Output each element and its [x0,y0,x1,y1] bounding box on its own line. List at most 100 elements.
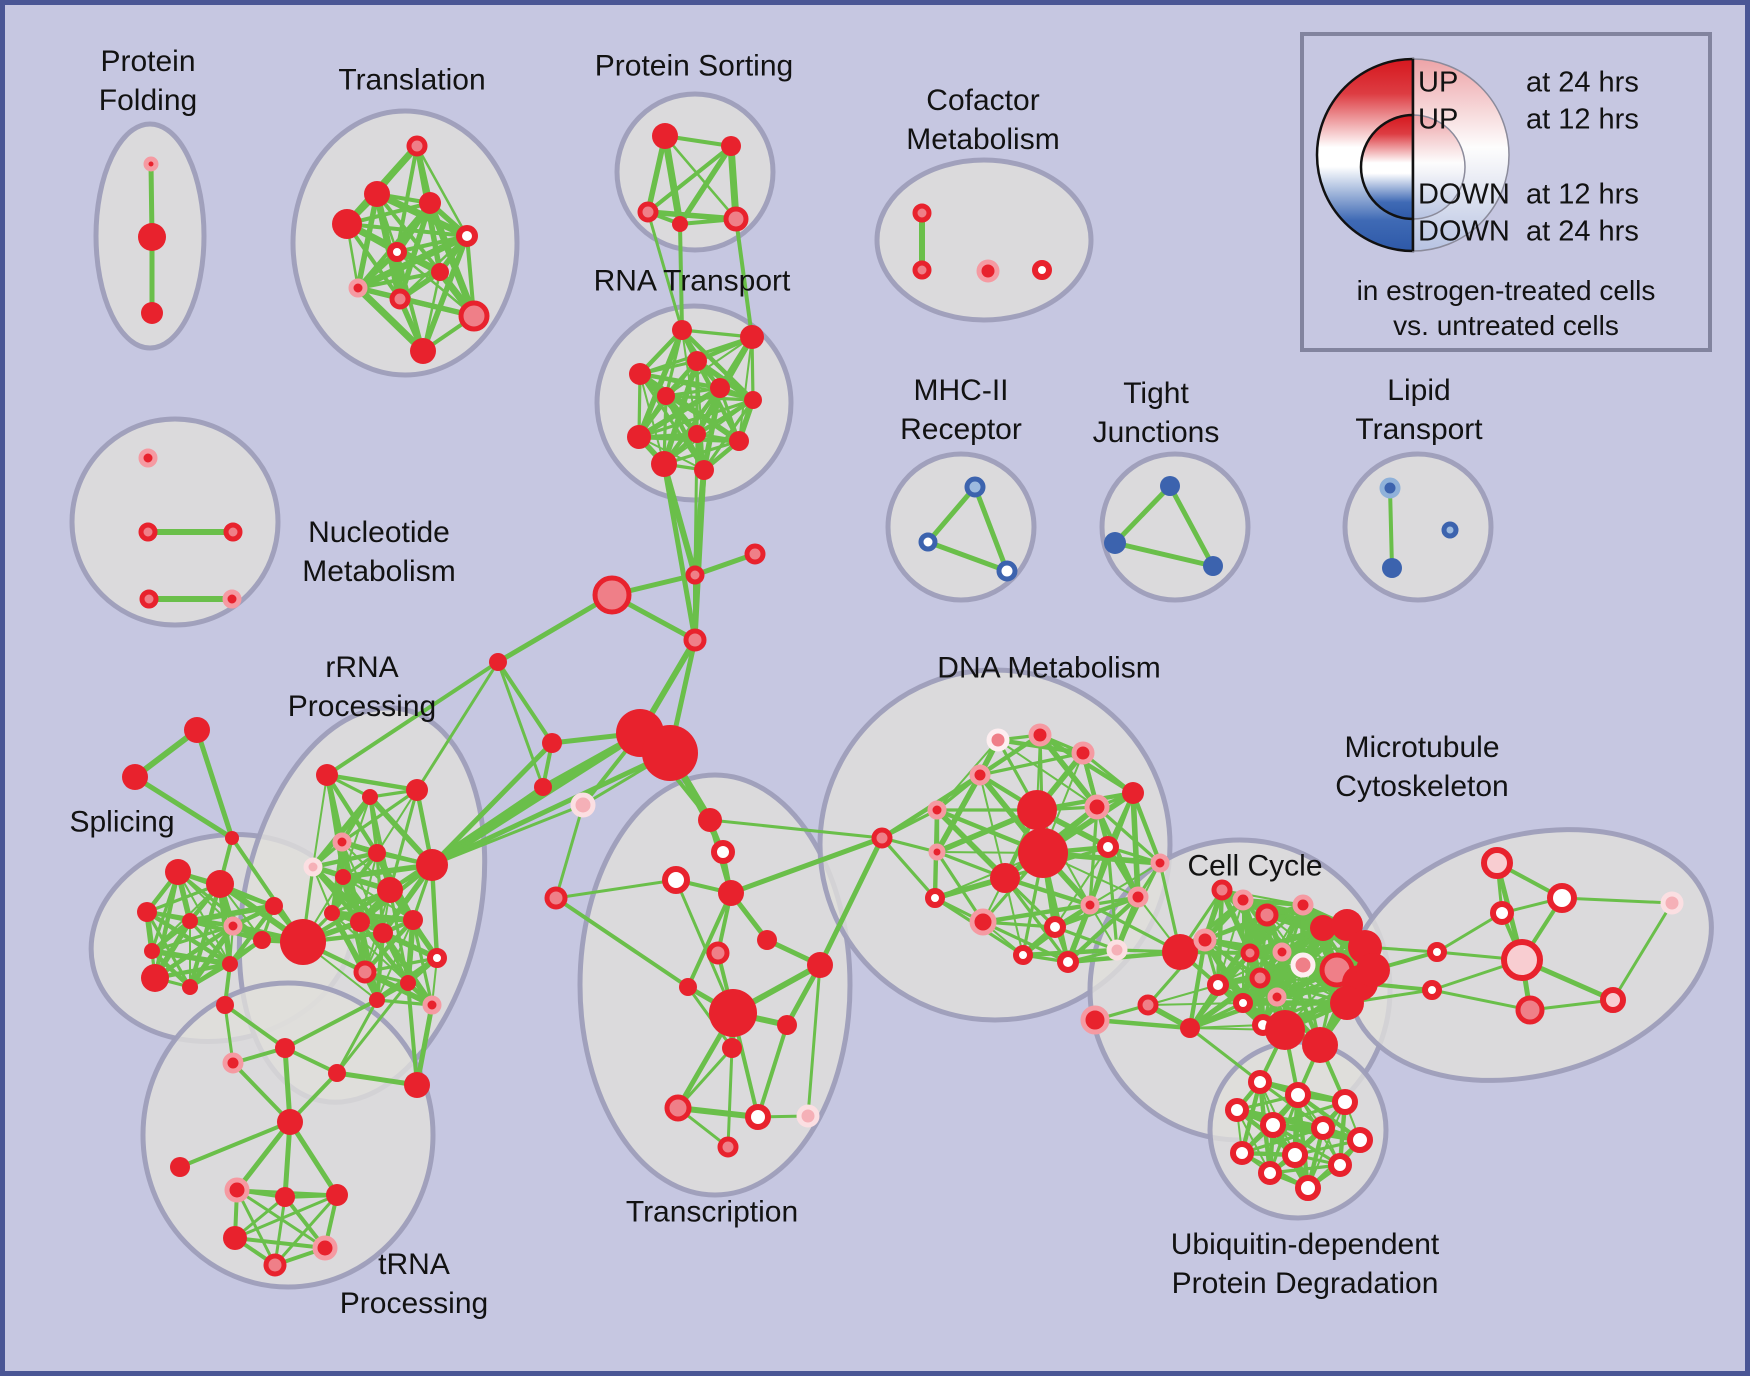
network-node[interactable] [1490,901,1514,925]
network-node[interactable] [1084,794,1110,820]
network-node[interactable] [1044,916,1066,938]
network-node[interactable] [542,733,562,753]
network-node[interactable] [1285,1082,1311,1108]
network-node[interactable] [422,995,442,1015]
network-node[interactable] [253,931,271,949]
network-node[interactable] [1127,886,1149,908]
network-node[interactable] [969,764,991,786]
network-node[interactable] [927,800,947,820]
network-node[interactable] [723,206,749,232]
network-node[interactable] [137,902,157,922]
network-node[interactable] [718,880,744,906]
network-node[interactable] [312,1235,338,1261]
network-node[interactable] [316,764,338,786]
network-node[interactable] [685,565,705,585]
network-node[interactable] [969,908,997,936]
network-node[interactable] [1328,1153,1352,1177]
network-node[interactable] [362,789,378,805]
network-node[interactable] [1295,1175,1321,1201]
network-node[interactable] [976,259,1000,283]
network-node[interactable] [1232,889,1254,911]
network-node[interactable] [592,575,632,615]
network-node[interactable] [377,877,403,903]
network-node[interactable] [406,135,428,157]
network-node[interactable] [416,849,448,881]
network-node[interactable] [698,808,722,832]
network-node[interactable] [216,996,234,1014]
network-node[interactable] [350,912,370,932]
network-node[interactable] [410,338,436,364]
network-node[interactable] [1255,903,1279,927]
network-node[interactable] [431,263,449,281]
network-node[interactable] [807,952,833,978]
network-node[interactable] [139,589,159,609]
network-node[interactable] [729,431,749,451]
network-node[interactable] [1248,1070,1272,1094]
network-node[interactable] [672,320,692,340]
network-node[interactable] [1330,986,1364,1020]
network-node[interactable] [275,1187,295,1207]
network-node[interactable] [672,216,688,232]
network-node[interactable] [709,989,757,1037]
network-node[interactable] [222,956,238,972]
network-node[interactable] [419,192,441,214]
network-node[interactable] [1427,942,1447,962]
network-node[interactable] [996,560,1018,582]
network-node[interactable] [1249,967,1271,989]
network-node[interactable] [138,522,158,542]
network-node[interactable] [1017,790,1057,830]
network-node[interactable] [404,1072,430,1098]
network-node[interactable] [326,1184,348,1206]
network-node[interactable] [225,831,239,845]
network-node[interactable] [1104,532,1126,554]
network-node[interactable] [280,919,326,965]
network-node[interactable] [1097,836,1119,858]
network-node[interactable] [387,242,407,262]
network-node[interactable] [544,886,568,910]
network-node[interactable] [489,653,507,671]
network-node[interactable] [1180,1018,1200,1038]
network-node[interactable] [1211,879,1233,901]
network-node[interactable] [1071,741,1095,765]
network-node[interactable] [1290,952,1316,978]
network-node[interactable] [1379,477,1401,499]
network-node[interactable] [353,960,377,984]
network-node[interactable] [138,223,166,251]
network-node[interactable] [265,897,283,915]
network-node[interactable] [1331,909,1363,941]
network-node[interactable] [143,156,159,172]
network-node[interactable] [1225,1098,1249,1122]
network-node[interactable] [679,978,697,996]
network-node[interactable] [389,288,411,310]
network-node[interactable] [717,1136,739,1158]
network-node[interactable] [182,913,198,929]
network-node[interactable] [141,964,169,992]
network-node[interactable] [165,859,191,885]
network-node[interactable] [710,378,730,398]
network-node[interactable] [1515,995,1545,1025]
network-node[interactable] [427,948,447,968]
network-node[interactable] [223,1226,247,1250]
network-node[interactable] [662,866,690,894]
network-node[interactable] [1356,953,1390,987]
network-node[interactable] [1150,853,1170,873]
network-node[interactable] [1282,1142,1308,1168]
network-node[interactable] [328,1064,346,1082]
network-node[interactable] [373,923,393,943]
network-node[interactable] [275,1038,295,1058]
network-node[interactable] [912,260,932,280]
network-node[interactable] [364,181,390,207]
network-node[interactable] [1311,1116,1335,1140]
network-node[interactable] [925,888,945,908]
network-node[interactable] [222,1052,244,1074]
network-node[interactable] [368,844,386,862]
network-node[interactable] [745,1104,771,1130]
network-node[interactable] [777,1015,797,1035]
network-node[interactable] [332,209,362,239]
network-node[interactable] [1230,1141,1254,1165]
network-node[interactable] [1258,1161,1282,1185]
network-node[interactable] [627,425,651,449]
network-node[interactable] [223,916,243,936]
network-node[interactable] [1547,883,1577,913]
network-node[interactable] [706,941,730,965]
